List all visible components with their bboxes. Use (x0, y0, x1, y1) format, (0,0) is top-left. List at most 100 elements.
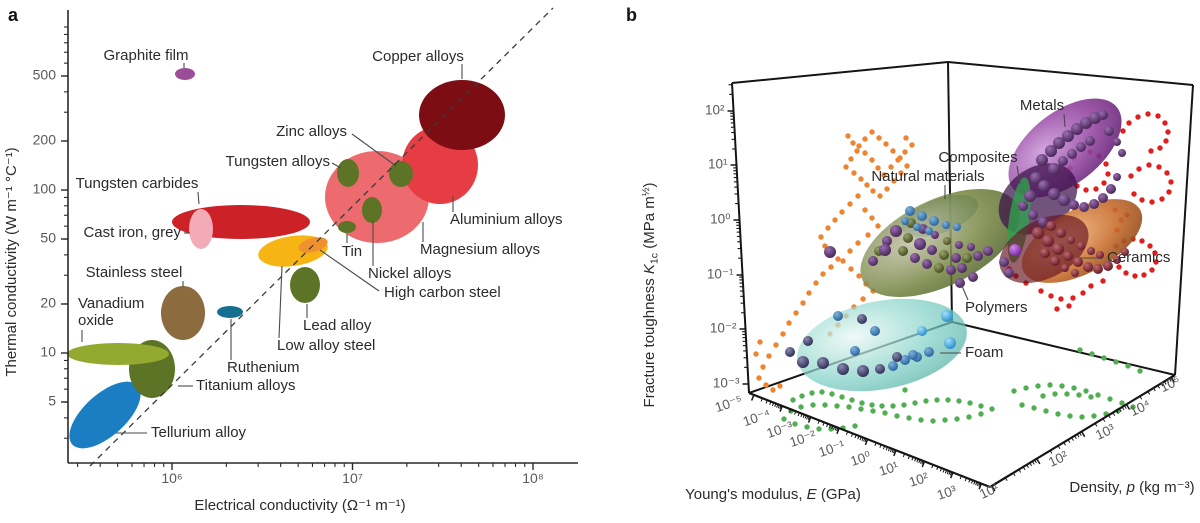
data-sphere (953, 223, 961, 231)
data-sphere (942, 221, 950, 229)
scatter-dot (862, 207, 868, 213)
floor-minor-tick (976, 482, 980, 486)
floor-minor-tick (850, 433, 854, 437)
scatter-dot (888, 164, 894, 170)
floor-minor-tick (1079, 432, 1082, 437)
data-sphere (1038, 217, 1048, 227)
data-sphere (914, 238, 926, 250)
z-tick-label: 10² (705, 103, 725, 118)
scatter-dot (839, 394, 845, 400)
data-sphere (1083, 262, 1093, 272)
floor-minor-tick (1147, 391, 1151, 395)
scatter-dot (781, 416, 787, 422)
orange-wall-projection (753, 129, 915, 393)
scatter-dot (865, 232, 871, 238)
floor-minor-tick (776, 404, 779, 408)
box-edge (951, 321, 1176, 376)
scatter-dot (851, 170, 857, 176)
data-sphere (1040, 248, 1050, 258)
scatter-dot (1164, 170, 1170, 176)
floor-minor-tick (1071, 437, 1074, 441)
y-tick-label: 100 (33, 181, 57, 197)
scatter-dot (1019, 402, 1025, 408)
scatter-dot (870, 408, 876, 414)
floor-minor-tick (1166, 379, 1170, 384)
scatter-dot (1107, 396, 1113, 402)
scatter-dot (790, 397, 796, 403)
floor-minor-tick (794, 411, 797, 415)
scatter-dot (869, 402, 875, 408)
scatter-dot (901, 402, 907, 408)
data-sphere (1053, 137, 1065, 149)
data-sphere (925, 227, 933, 235)
scatter-dot (1116, 264, 1122, 270)
floor-minor-tick (916, 458, 919, 463)
floor-minor-tick (1119, 408, 1122, 412)
scatter-dot (1083, 388, 1089, 394)
graphite-film-region (175, 68, 195, 80)
floor-major-tick (836, 427, 840, 435)
scatter-dot (770, 387, 776, 393)
scatter-dot (876, 135, 882, 141)
scatter-dot (1159, 196, 1165, 202)
floor-minor-tick (1074, 435, 1077, 440)
y-tick-label: 50 (40, 230, 56, 246)
tellurium-alloy-label: Tellurium alloy (151, 424, 247, 441)
floor-minor-tick (902, 453, 906, 458)
scatter-dot (852, 423, 858, 429)
floor-minor-tick (1022, 466, 1026, 471)
scatter-dot (839, 209, 845, 215)
data-sphere (1004, 268, 1014, 278)
floor-minor-tick (939, 467, 943, 472)
data-sphere (946, 265, 956, 275)
stainless-steel-label: Stainless steel (86, 264, 183, 281)
box-edge (989, 374, 1176, 488)
data-sphere (1087, 247, 1095, 255)
floor-minor-tick (760, 398, 763, 402)
data-sphere (1073, 257, 1083, 267)
scatter-dot (902, 387, 908, 393)
scatter-dot (1145, 111, 1151, 117)
panel-a-material-regions (67, 68, 505, 449)
floor-minor-tick (807, 416, 810, 421)
box-edge (748, 391, 991, 489)
x-tick-label: 10⁸ (522, 470, 544, 486)
data-sphere (939, 250, 949, 260)
density-tick-label: 10³ (1093, 421, 1117, 443)
floor-minor-tick (907, 455, 911, 460)
scatter-dot (847, 201, 853, 207)
scatter-dot (1141, 272, 1147, 278)
scatter-dot (912, 400, 918, 406)
floor-major-tick (807, 416, 812, 423)
data-sphere (1085, 136, 1095, 146)
scatter-dot (902, 149, 908, 155)
floor-minor-tick (817, 420, 820, 424)
material-data-spheres (785, 110, 1129, 377)
data-sphere (1080, 117, 1092, 129)
scatter-dot (858, 406, 864, 412)
floor-minor-tick (802, 414, 805, 419)
scatter-dot (816, 426, 822, 432)
density-tick-label: 10⁵ (1158, 373, 1183, 395)
floor-major-tick (921, 461, 926, 468)
data-sphere (968, 272, 978, 282)
scatter-dot (879, 403, 885, 409)
data-sphere (870, 326, 880, 336)
scatter-dot (829, 391, 835, 397)
floor-minor-tick (863, 437, 866, 442)
copper-alloys-region (419, 80, 505, 150)
z-tick-label: 10⁻³ (713, 376, 740, 391)
floor-minor-tick (1112, 412, 1116, 416)
floor-minor-tick (832, 426, 836, 430)
scatter-dot (1023, 385, 1029, 391)
scatter-dot (822, 402, 828, 408)
floor-minor-tick (1012, 472, 1016, 477)
scatter-dot (1126, 120, 1132, 126)
floor-minor-tick (826, 423, 829, 428)
data-sphere (943, 237, 951, 245)
data-sphere (908, 350, 918, 360)
floor-minor-tick (975, 481, 978, 486)
scatter-dot (1166, 189, 1172, 195)
scatter-dot (1152, 250, 1158, 256)
